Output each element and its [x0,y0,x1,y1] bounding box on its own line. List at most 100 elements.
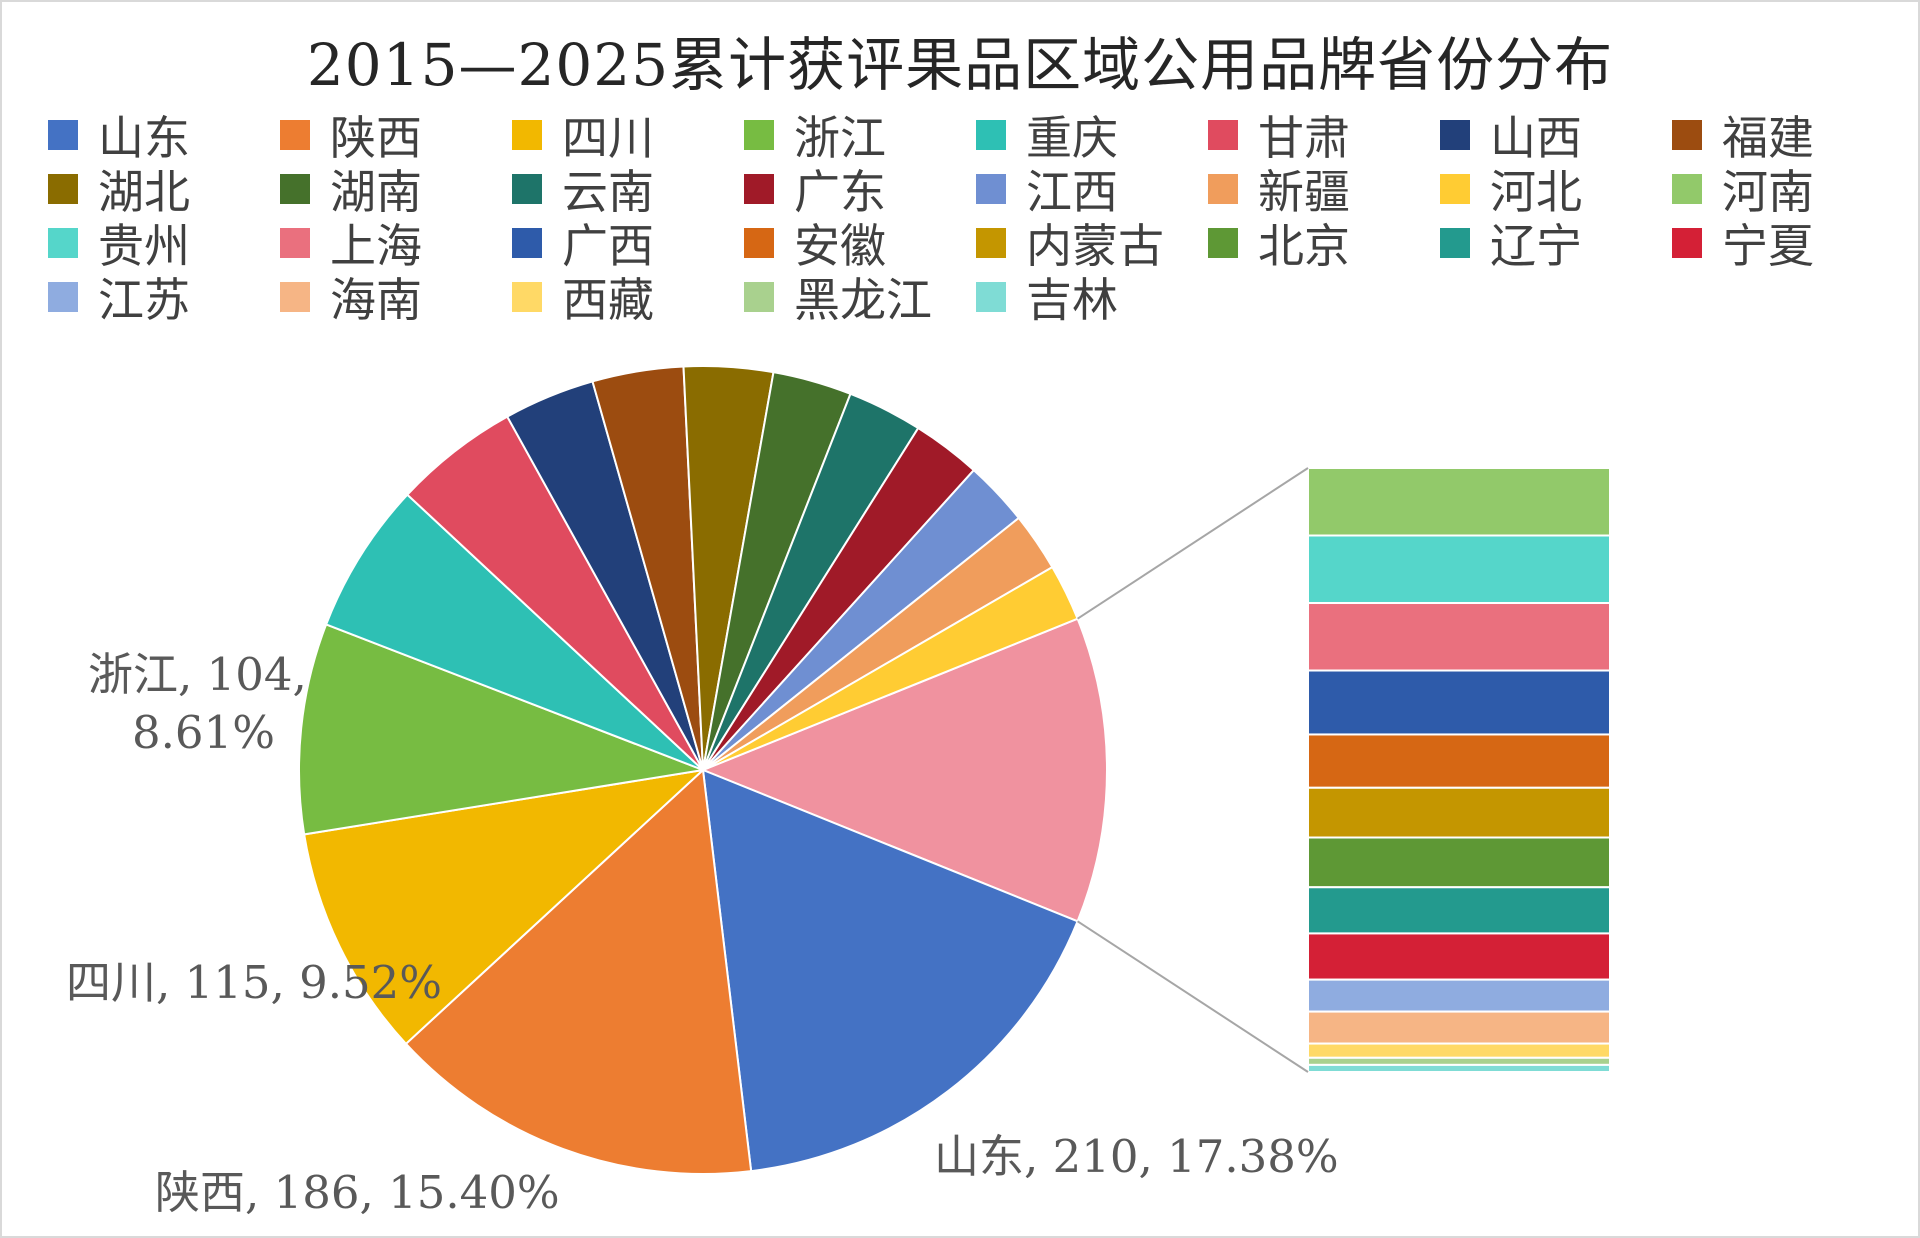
legend-item: 海南 [280,270,422,327]
legend-swatch [976,282,1006,312]
bar-segment [1307,467,1611,537]
connector-line [1077,467,1309,620]
data-label: 浙江, 104, [88,648,307,701]
legend-swatch [976,228,1006,258]
legend-label: 新疆 [1258,165,1350,219]
legend-swatch [280,228,310,258]
bar-segment [1307,886,1611,935]
legend-swatch [512,282,542,312]
connector-line [1077,920,1309,1073]
legend-swatch [48,282,78,312]
chart-title: 2015—2025累计获评果品区域公用品牌省份分布 [306,31,1614,99]
legend-label: 内蒙古 [1026,219,1164,273]
bar-segment [1307,602,1611,672]
legend-swatch [1672,174,1702,204]
legend-item: 内蒙古 [976,216,1164,273]
secondary-bar-stack [1307,467,1611,1074]
legend-item: 黑龙江 [744,270,932,327]
data-label: 山东, 210, 17.38% [934,1130,1339,1183]
data-label: 四川, 115, 9.52% [66,956,442,1009]
legend-label: 重庆 [1026,111,1118,165]
legend-item: 河北 [1440,162,1582,219]
legend-label: 四川 [562,111,654,165]
legend-label: 湖南 [330,165,422,219]
legend-item: 四川 [512,108,654,165]
legend-swatch [1208,174,1238,204]
legend-item: 江苏 [48,270,190,327]
legend-label: 广东 [794,165,886,219]
legend-swatch [1672,120,1702,150]
legend-label: 安徽 [794,219,886,273]
bar-segment [1307,733,1611,789]
legend-label: 山西 [1490,111,1582,165]
legend-swatch [744,174,774,204]
pie-slice [303,768,707,1046]
legend-item: 重庆 [976,108,1118,165]
legend-label: 甘肃 [1258,111,1350,165]
pie-slice [298,623,707,836]
legend-label: 贵州 [98,219,190,273]
legend-swatch [48,120,78,150]
pie-slice [701,768,1079,1173]
legend-item: 云南 [512,162,654,219]
bar-segment [1307,978,1611,1013]
legend-item: 吉林 [976,270,1118,327]
legend-label: 山东 [98,111,190,165]
legend-item: 甘肃 [1208,108,1350,165]
bar-segment [1307,1056,1611,1066]
bar-segment [1307,1010,1611,1045]
legend-swatch [512,228,542,258]
legend-item: 广西 [512,216,654,273]
legend-item: 福建 [1672,108,1814,165]
legend-swatch [744,282,774,312]
legend-label: 吉林 [1026,273,1118,327]
legend-item: 陕西 [280,108,422,165]
legend-item: 安徽 [744,216,886,273]
legend-label: 河南 [1722,165,1814,219]
legend-swatch [1440,174,1470,204]
legend-swatch [744,228,774,258]
legend-item: 河南 [1672,162,1814,219]
legend-swatch [280,120,310,150]
legend-swatch [512,174,542,204]
legend-item: 山东 [48,108,190,165]
bar-segment [1307,836,1611,889]
bar-segment [1307,786,1611,839]
legend-label: 北京 [1258,219,1350,273]
legend-label: 陕西 [330,111,422,165]
legend-swatch [976,120,1006,150]
pie-slice [324,493,704,771]
legend-swatch [280,282,310,312]
legend-swatch [48,174,78,204]
legend-label: 云南 [562,165,654,219]
legend-label: 海南 [330,273,422,327]
legend-label: 黑龙江 [794,273,932,327]
legend-label: 江苏 [98,273,190,327]
legend-swatch [1440,120,1470,150]
legend-item: 浙江 [744,108,886,165]
legend-item: 湖北 [48,162,190,219]
legend-label: 上海 [330,219,422,273]
legend-swatch [1208,228,1238,258]
pie-slices [298,365,1108,1175]
legend-item: 江西 [976,162,1118,219]
legend-item: 湖南 [280,162,422,219]
legend-label: 福建 [1722,111,1814,165]
legend-item: 上海 [280,216,422,273]
legend-label: 宁夏 [1722,219,1814,273]
legend-swatch [48,228,78,258]
legend-label: 浙江 [794,111,886,165]
bar-segment [1307,534,1611,605]
legend-swatch [280,174,310,204]
legend-label: 湖北 [98,165,190,219]
data-label: 8.61% [132,706,275,759]
bar-segment [1307,1042,1611,1059]
legend-item: 贵州 [48,216,190,273]
legend-item: 山西 [1440,108,1582,165]
legend-swatch [744,120,774,150]
legend-label: 河北 [1490,165,1582,219]
pie-slice [404,767,753,1175]
legend-item: 辽宁 [1440,216,1582,273]
legend-swatch [976,174,1006,204]
